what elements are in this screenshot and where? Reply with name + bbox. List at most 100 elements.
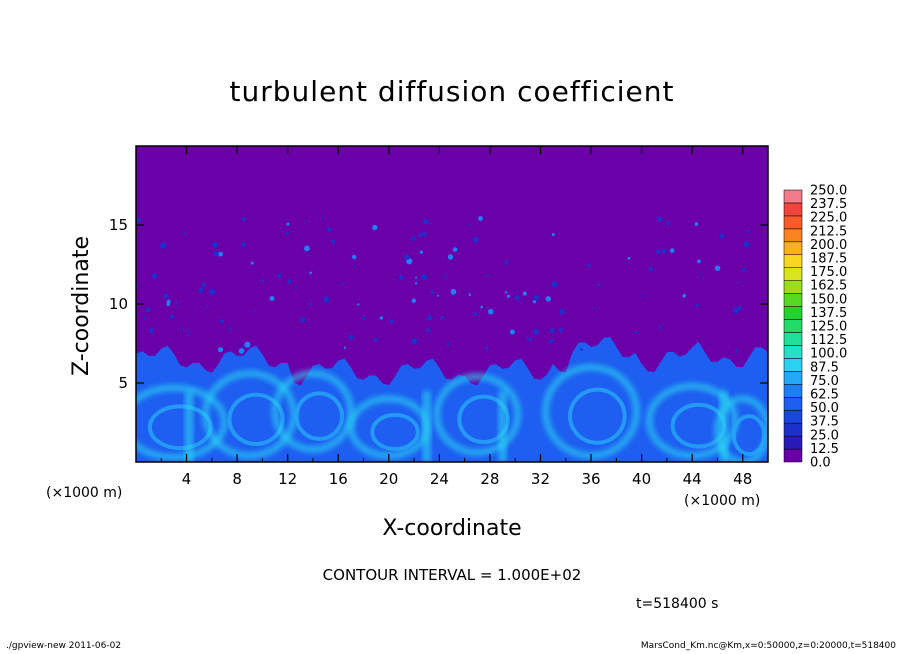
turbulent-cell	[514, 294, 520, 301]
turbulent-cell	[166, 302, 170, 307]
x-tick-label: 40	[632, 470, 651, 488]
turbulent-cell	[160, 242, 167, 249]
turbulent-cell	[241, 242, 246, 247]
eddy-swirl-inner	[731, 414, 767, 457]
turbulent-cell	[238, 348, 245, 354]
turbulent-cell	[484, 346, 489, 350]
x-tick-label: 24	[430, 470, 449, 488]
y-axis: 5 10 15	[109, 216, 768, 392]
turbulent-cell	[321, 216, 324, 219]
turbulent-cell	[411, 236, 416, 241]
colorbar-swatch	[783, 189, 803, 204]
turbulent-cell	[217, 347, 224, 353]
turbulent-cell	[304, 245, 310, 252]
chart-title: turbulent diffusion coefficient	[229, 75, 675, 108]
x-tick-label: 44	[683, 470, 702, 488]
turbulent-cell	[286, 222, 290, 226]
colorbar-swatch	[783, 215, 803, 230]
colorbar-swatch	[783, 358, 803, 372]
turbulent-cell	[419, 250, 423, 254]
eddy-swirl	[202, 370, 297, 459]
colorbar-label: 212.5	[810, 224, 847, 239]
turbulent-cell	[551, 281, 558, 288]
turbulent-cell	[468, 223, 471, 226]
turbulent-cell	[352, 265, 356, 268]
turbulent-cell	[430, 290, 435, 295]
turbulent-cell	[733, 307, 739, 314]
turbulent-cell	[228, 327, 232, 331]
colorbar-swatch	[783, 202, 803, 217]
eddy-swirl-inner	[227, 392, 285, 446]
turbulent-cell	[143, 317, 146, 320]
turbulent-cell	[532, 328, 539, 335]
turbulent-cell	[295, 286, 298, 289]
colorbar-label: 137.5	[810, 306, 847, 321]
colorbar-swatch	[783, 306, 803, 320]
turbulent-cell	[422, 218, 429, 225]
turbulent-cell	[136, 217, 141, 223]
turbulent-cell	[183, 231, 186, 235]
turbulent-cell	[655, 249, 661, 254]
turbulent-cell	[657, 216, 663, 222]
turbulent-cell	[374, 337, 379, 342]
turbulent-cell	[244, 341, 251, 348]
turbulent-cell	[669, 248, 675, 253]
x-unit-label-right: (×1000 m)	[684, 493, 761, 509]
colorbar-label: 87.5	[810, 360, 839, 375]
thermal-plume	[185, 390, 194, 462]
turbulent-cell	[421, 274, 428, 281]
turbulent-cell	[411, 298, 416, 303]
turbulent-cell	[627, 256, 631, 260]
x-tick-label: 48	[733, 470, 752, 488]
turbulent-cell	[300, 317, 306, 323]
y-tick-label: 15	[109, 216, 128, 234]
plot-area	[136, 146, 768, 462]
turbulent-cell	[661, 248, 667, 254]
turbulent-cell	[444, 274, 448, 278]
colorbar-swatch	[783, 254, 803, 268]
y-tick-label: 10	[109, 295, 128, 313]
turbulent-cell	[695, 303, 699, 307]
turbulent-cell	[163, 293, 169, 299]
x-tick-label: 20	[379, 470, 398, 488]
turbulent-cell	[372, 224, 378, 231]
x-axis: 4 8 12 16 20 24 28 32 36 40 44 48	[160, 146, 752, 488]
turbulent-cell	[260, 278, 265, 283]
turbulent-cell	[212, 241, 219, 248]
footer-program-date: ./gpview-new 2011-06-02	[6, 641, 122, 651]
turbulent-cell	[362, 316, 366, 320]
turbulent-cell	[218, 251, 223, 257]
turbulent-cell	[699, 273, 703, 277]
colorbar-label: 187.5	[810, 252, 847, 267]
eddy-swirl-inner	[568, 387, 627, 445]
turbulent-cell	[287, 279, 292, 284]
eddy-swirl	[272, 370, 354, 453]
colorbar-swatch	[783, 435, 803, 450]
turbulent-cell	[634, 331, 637, 335]
turbulent-cell	[386, 312, 389, 315]
turbulent-cell	[269, 296, 275, 301]
scattered-turbulent-cells	[136, 216, 750, 354]
x-unit-label-left: (×1000 m)	[46, 485, 123, 501]
turbulent-cell	[545, 296, 551, 302]
x-tick-label: 8	[232, 470, 242, 488]
turbulent-cell	[426, 328, 431, 333]
colorbar-label: 75.0	[810, 374, 839, 389]
x-tick-label: 28	[480, 470, 499, 488]
colorbar-swatch	[783, 280, 803, 294]
colorbar-swatch	[783, 409, 803, 424]
turbulent-cell	[472, 236, 479, 243]
turbulent-cell	[169, 314, 174, 319]
colorbar-swatch	[783, 293, 803, 307]
colorbar-label: 225.0	[810, 211, 847, 226]
turbulent-cell	[520, 298, 523, 301]
contour-interval-note: CONTOUR INTERVAL = 1.000E+02	[322, 566, 582, 584]
colorbar-label: 0.0	[810, 456, 831, 471]
y-tick-label: 5	[118, 374, 128, 392]
turbulent-cell	[486, 273, 490, 277]
turbulent-cell	[719, 233, 725, 239]
turbulent-cell	[642, 294, 645, 298]
colorbar-label: 62.5	[810, 388, 839, 403]
turbulent-cell	[522, 291, 527, 296]
x-tick-label: 32	[531, 470, 550, 488]
